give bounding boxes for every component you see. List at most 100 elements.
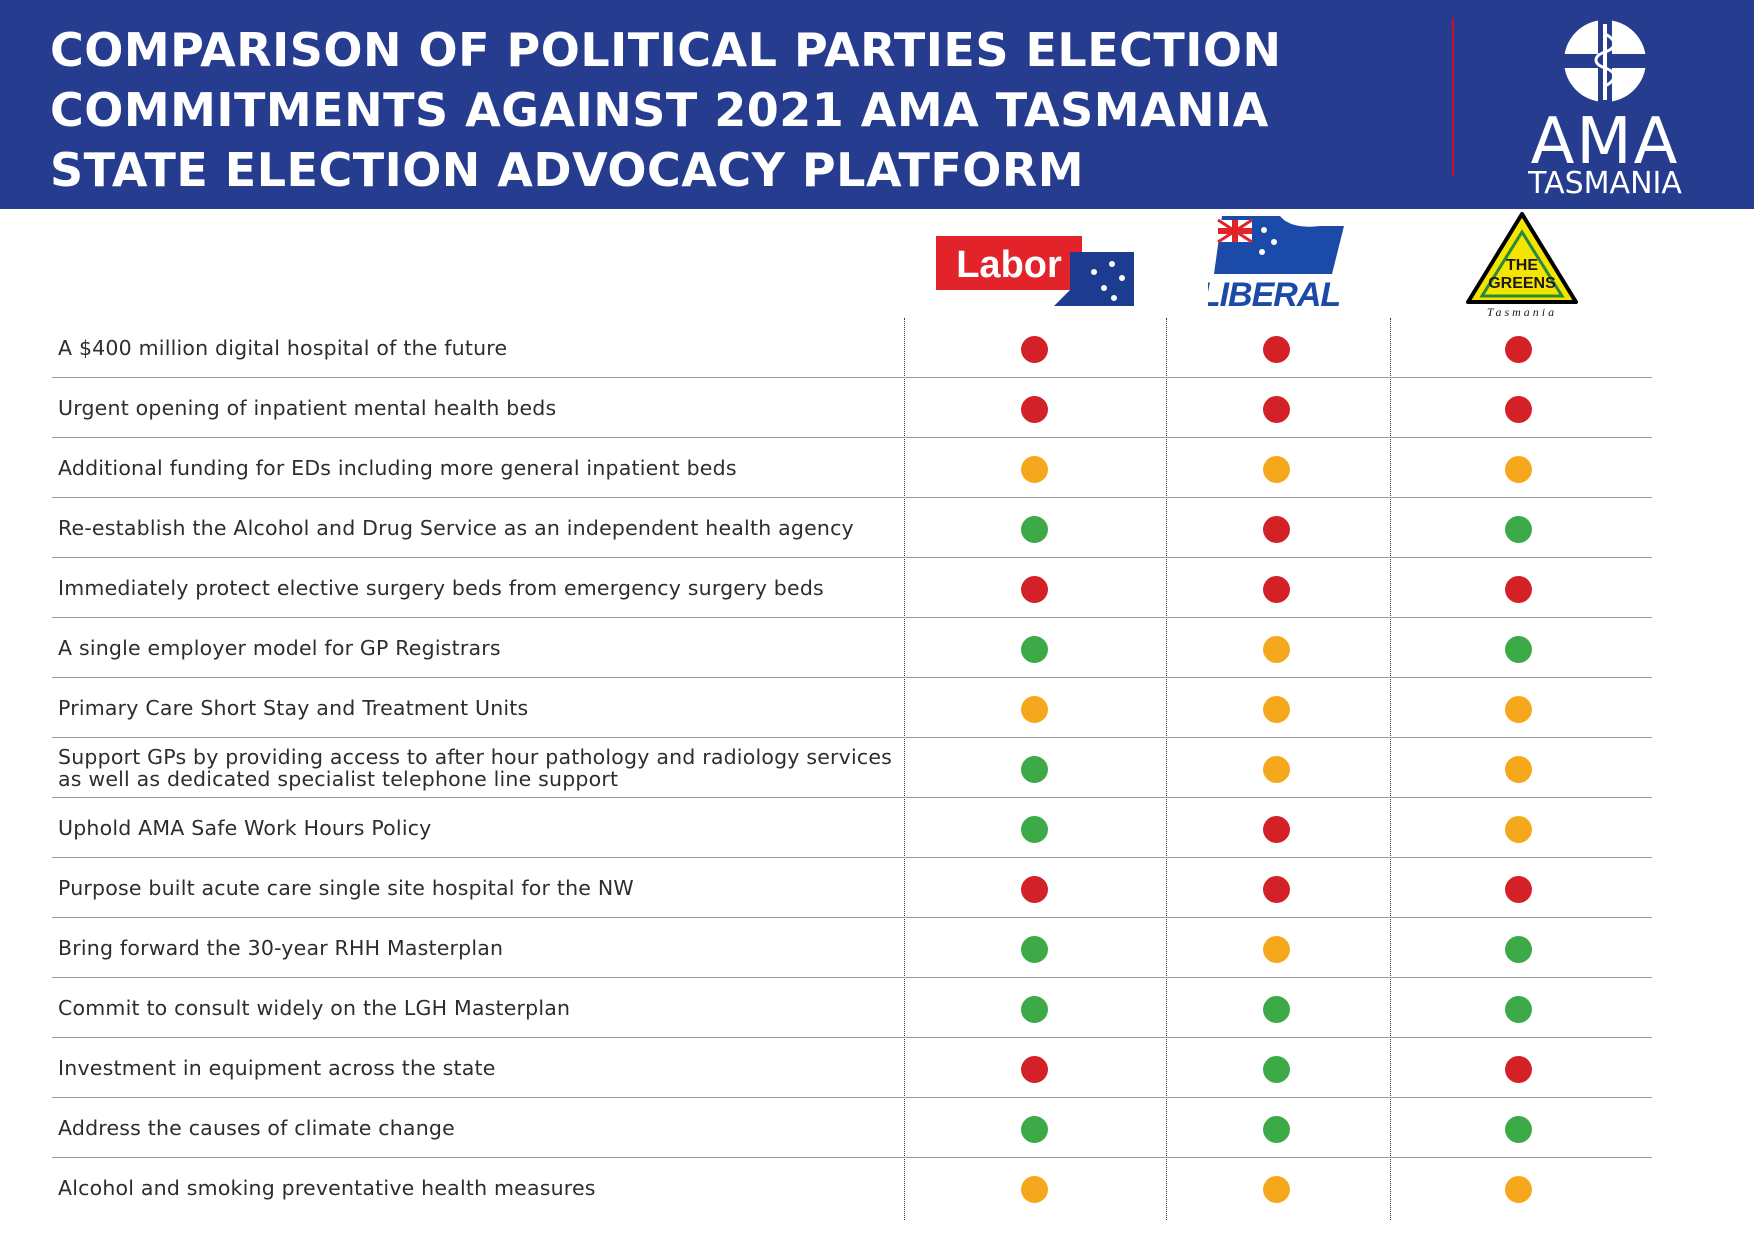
greens-rating-amber-dot	[1505, 816, 1532, 843]
commitment-row: Urgent opening of inpatient mental healt…	[52, 378, 1652, 438]
liberal-rating-green-dot	[1263, 1116, 1290, 1143]
liberal-rating-amber-dot	[1263, 756, 1290, 783]
greens-rating-green-dot	[1505, 636, 1532, 663]
labor-rating-green-dot	[1021, 636, 1048, 663]
row-divider	[52, 677, 1652, 678]
row-divider	[52, 617, 1652, 618]
liberal-rating-amber-dot	[1263, 1176, 1290, 1203]
row-divider	[52, 377, 1652, 378]
labor-rating-red-dot	[1021, 876, 1048, 903]
greens-rating-green-dot	[1505, 516, 1532, 543]
row-divider	[52, 1097, 1652, 1098]
labor-rating-amber-dot	[1021, 696, 1048, 723]
greens-logo-line2: GREENS	[1488, 275, 1556, 292]
header-divider	[1452, 18, 1454, 176]
commitment-text: Address the causes of climate change	[58, 1115, 455, 1140]
row-divider	[52, 797, 1652, 798]
greens-logo: THE GREENS Tasmania	[1466, 212, 1578, 319]
ama-tasmania-logo: AMA TASMANIA	[1500, 16, 1710, 200]
commitment-text: A single employer model for GP Registrar…	[58, 635, 501, 660]
commitment-text: Commit to consult widely on the LGH Mast…	[58, 995, 571, 1020]
commitment-row: Commit to consult widely on the LGH Mast…	[52, 978, 1652, 1038]
commitment-row: Additional funding for EDs including mor…	[52, 438, 1652, 498]
greens-rating-green-dot	[1505, 1116, 1532, 1143]
row-divider	[52, 1157, 1652, 1158]
commitment-text: Bring forward the 30-year RHH Masterplan	[58, 935, 504, 960]
greens-logo-subtitle: Tasmania	[1487, 305, 1557, 319]
commitment-text: Primary Care Short Stay and Treatment Un…	[58, 695, 529, 720]
labor-rating-red-dot	[1021, 336, 1048, 363]
ama-logo-subtitle: TASMANIA	[1528, 166, 1682, 201]
commitment-text: Support GPs by providing access to after…	[58, 744, 893, 791]
row-divider	[52, 497, 1652, 498]
liberal-rating-green-dot	[1263, 1056, 1290, 1083]
commitment-text: Immediately protect elective surgery bed…	[58, 575, 824, 600]
labor-logo-text: Labor	[956, 244, 1062, 286]
title-line-2: COMMITMENTS AGAINST 2021 AMA TASMANIA	[50, 83, 1269, 137]
column-divider-greens	[1390, 318, 1391, 1220]
greens-rating-amber-dot	[1505, 696, 1532, 723]
labor-rating-green-dot	[1021, 516, 1048, 543]
greens-logo-line1: THE	[1506, 257, 1538, 274]
commitment-row: Alcohol and smoking preventative health …	[52, 1158, 1652, 1218]
commitments-table: A $400 million digital hospital of the f…	[52, 318, 1652, 1218]
row-divider	[52, 917, 1652, 918]
liberal-rating-red-dot	[1263, 396, 1290, 423]
row-divider	[52, 737, 1652, 738]
commitment-row: Uphold AMA Safe Work Hours Policy	[52, 798, 1652, 858]
commitment-row: Support GPs by providing access to after…	[52, 738, 1652, 798]
liberal-rating-red-dot	[1263, 876, 1290, 903]
labor-rating-green-dot	[1021, 816, 1048, 843]
commitment-row: A single employer model for GP Registrar…	[52, 618, 1652, 678]
liberal-logo: LIBERAL	[1208, 216, 1344, 312]
labor-rating-green-dot	[1021, 1116, 1048, 1143]
commitment-row: Primary Care Short Stay and Treatment Un…	[52, 678, 1652, 738]
greens-rating-red-dot	[1505, 396, 1532, 423]
greens-rating-amber-dot	[1505, 756, 1532, 783]
header-banner: COMPARISON OF POLITICAL PARTIES ELECTION…	[0, 0, 1754, 209]
medical-cross-icon	[1562, 18, 1648, 104]
row-divider	[52, 1037, 1652, 1038]
labor-rating-red-dot	[1021, 1056, 1048, 1083]
greens-rating-green-dot	[1505, 936, 1532, 963]
column-divider-labor	[904, 318, 905, 1220]
commitment-text: Purpose built acute care single site hos…	[58, 875, 634, 900]
liberal-rating-amber-dot	[1263, 636, 1290, 663]
southern-cross-icon	[1091, 261, 1125, 301]
column-divider-liberal	[1166, 318, 1167, 1220]
commitment-row: Bring forward the 30-year RHH Masterplan	[52, 918, 1652, 978]
greens-rating-amber-dot	[1505, 456, 1532, 483]
labor-rating-green-dot	[1021, 756, 1048, 783]
greens-rating-red-dot	[1505, 336, 1532, 363]
greens-rating-red-dot	[1505, 576, 1532, 603]
commitment-text: Uphold AMA Safe Work Hours Policy	[58, 815, 432, 840]
commitment-row: Investment in equipment across the state	[52, 1038, 1652, 1098]
labor-rating-red-dot	[1021, 576, 1048, 603]
ama-logo-text: AMA	[1530, 105, 1680, 179]
labor-rating-red-dot	[1021, 396, 1048, 423]
row-divider	[52, 857, 1652, 858]
row-divider	[52, 977, 1652, 978]
liberal-rating-red-dot	[1263, 816, 1290, 843]
commitment-row: A $400 million digital hospital of the f…	[52, 318, 1652, 378]
labor-rating-amber-dot	[1021, 456, 1048, 483]
commitment-text: Re-establish the Alcohol and Drug Servic…	[58, 515, 854, 540]
liberal-rating-red-dot	[1263, 336, 1290, 363]
greens-rating-red-dot	[1505, 1056, 1532, 1083]
labor-rating-green-dot	[1021, 996, 1048, 1023]
commitment-text: Investment in equipment across the state	[58, 1055, 496, 1080]
greens-rating-red-dot	[1505, 876, 1532, 903]
title-line-1: COMPARISON OF POLITICAL PARTIES ELECTION	[50, 23, 1282, 77]
labor-rating-amber-dot	[1021, 1176, 1048, 1203]
commitment-text: Alcohol and smoking preventative health …	[58, 1175, 596, 1200]
liberal-rating-amber-dot	[1263, 936, 1290, 963]
liberal-rating-green-dot	[1263, 996, 1290, 1023]
liberal-rating-red-dot	[1263, 516, 1290, 543]
commitment-text: A $400 million digital hospital of the f…	[58, 335, 508, 360]
australian-flag-icon	[1217, 218, 1277, 255]
commitment-text: Additional funding for EDs including mor…	[58, 455, 737, 480]
labor-logo: Labor	[936, 236, 1134, 306]
liberal-rating-amber-dot	[1263, 696, 1290, 723]
liberal-rating-amber-dot	[1263, 456, 1290, 483]
title-line-3: STATE ELECTION ADVOCACY PLATFORM	[50, 143, 1085, 197]
